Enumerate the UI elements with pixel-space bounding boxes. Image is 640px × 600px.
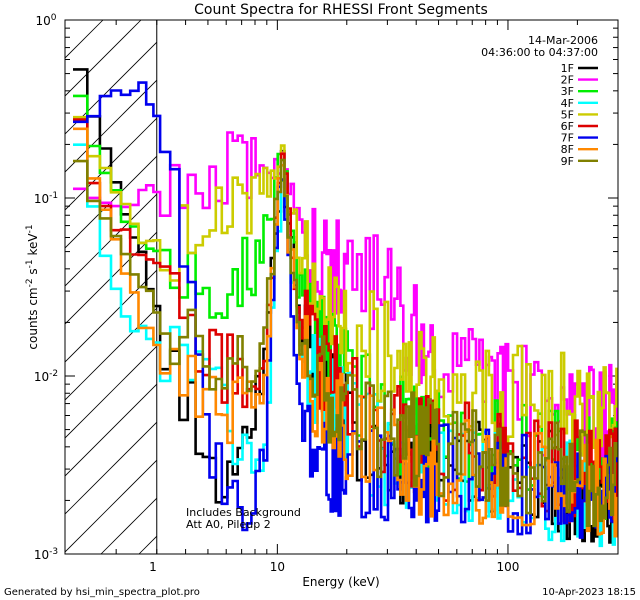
y-label-part-2: -2 <box>25 278 35 287</box>
legend-label-6F: 6F <box>561 120 574 133</box>
hatch-line <box>65 20 142 97</box>
plot-frame <box>64 19 619 555</box>
svg-text:counts cm-2 s-1 keV-1: counts cm-2 s-1 keV-1 <box>25 224 40 349</box>
legend-label-7F: 7F <box>561 132 574 145</box>
legend-label-5F: 5F <box>561 108 574 121</box>
x-tick-labels: 1 10 100 <box>149 560 519 574</box>
x-tick-label: 100 <box>497 560 520 574</box>
footer-generated-by: Generated by hsi_min_spectra_plot.pro <box>4 587 200 598</box>
y-axis-label: counts cm-2 s-1 keV-1 <box>25 224 40 349</box>
hatch-line <box>65 421 157 515</box>
y-tick-label: 10-1 <box>34 191 58 206</box>
hatch-line <box>65 459 157 553</box>
hatch-line <box>65 193 157 287</box>
chart-title: Count Spectra for RHESSI Front Segments <box>194 2 488 18</box>
x-tick-label: 1 <box>149 560 157 574</box>
date-label: 14-Mar-2006 <box>528 34 598 47</box>
y-label-part-4: -1 <box>25 259 35 268</box>
legend-label-3F: 3F <box>561 85 574 98</box>
series-group <box>73 68 618 548</box>
legend-label-8F: 8F <box>561 143 574 156</box>
series-line-9F <box>73 158 618 528</box>
hatch-line <box>65 231 157 325</box>
hatch-line <box>65 79 157 173</box>
legend-label-1F: 1F <box>561 62 574 75</box>
legend-label-4F: 4F <box>561 97 574 110</box>
x-axis-label: Energy (keV) <box>302 575 379 589</box>
y-tick-label: 100 <box>35 13 56 28</box>
annotation-line-1: Includes Background <box>186 506 301 519</box>
hatch-line <box>633 20 640 554</box>
series-line-5F <box>73 115 618 457</box>
y-tick-label: 10-3 <box>34 547 58 562</box>
y-label-part-5: keV <box>26 233 40 260</box>
hatch-line <box>65 41 157 135</box>
legend-label-2F: 2F <box>561 74 574 87</box>
y-tick-label: 10-2 <box>34 369 58 384</box>
annotation-line-2: Att A0, Pileup 2 <box>186 518 271 531</box>
footer-timestamp: 10-Apr-2023 18:15 <box>542 587 636 598</box>
y-label-part-6: -1 <box>25 224 35 233</box>
y-label-part-3: s <box>26 268 40 278</box>
hatch-line <box>65 383 157 477</box>
y-label-part-1: counts cm <box>26 287 40 349</box>
y-tick-labels: 10-3 10-2 10-1 100 <box>34 13 58 562</box>
legend-label-9F: 9F <box>561 155 574 168</box>
x-tick-label: 10 <box>270 560 285 574</box>
time-range-label: 04:36:00 to 04:37:00 <box>481 46 598 59</box>
